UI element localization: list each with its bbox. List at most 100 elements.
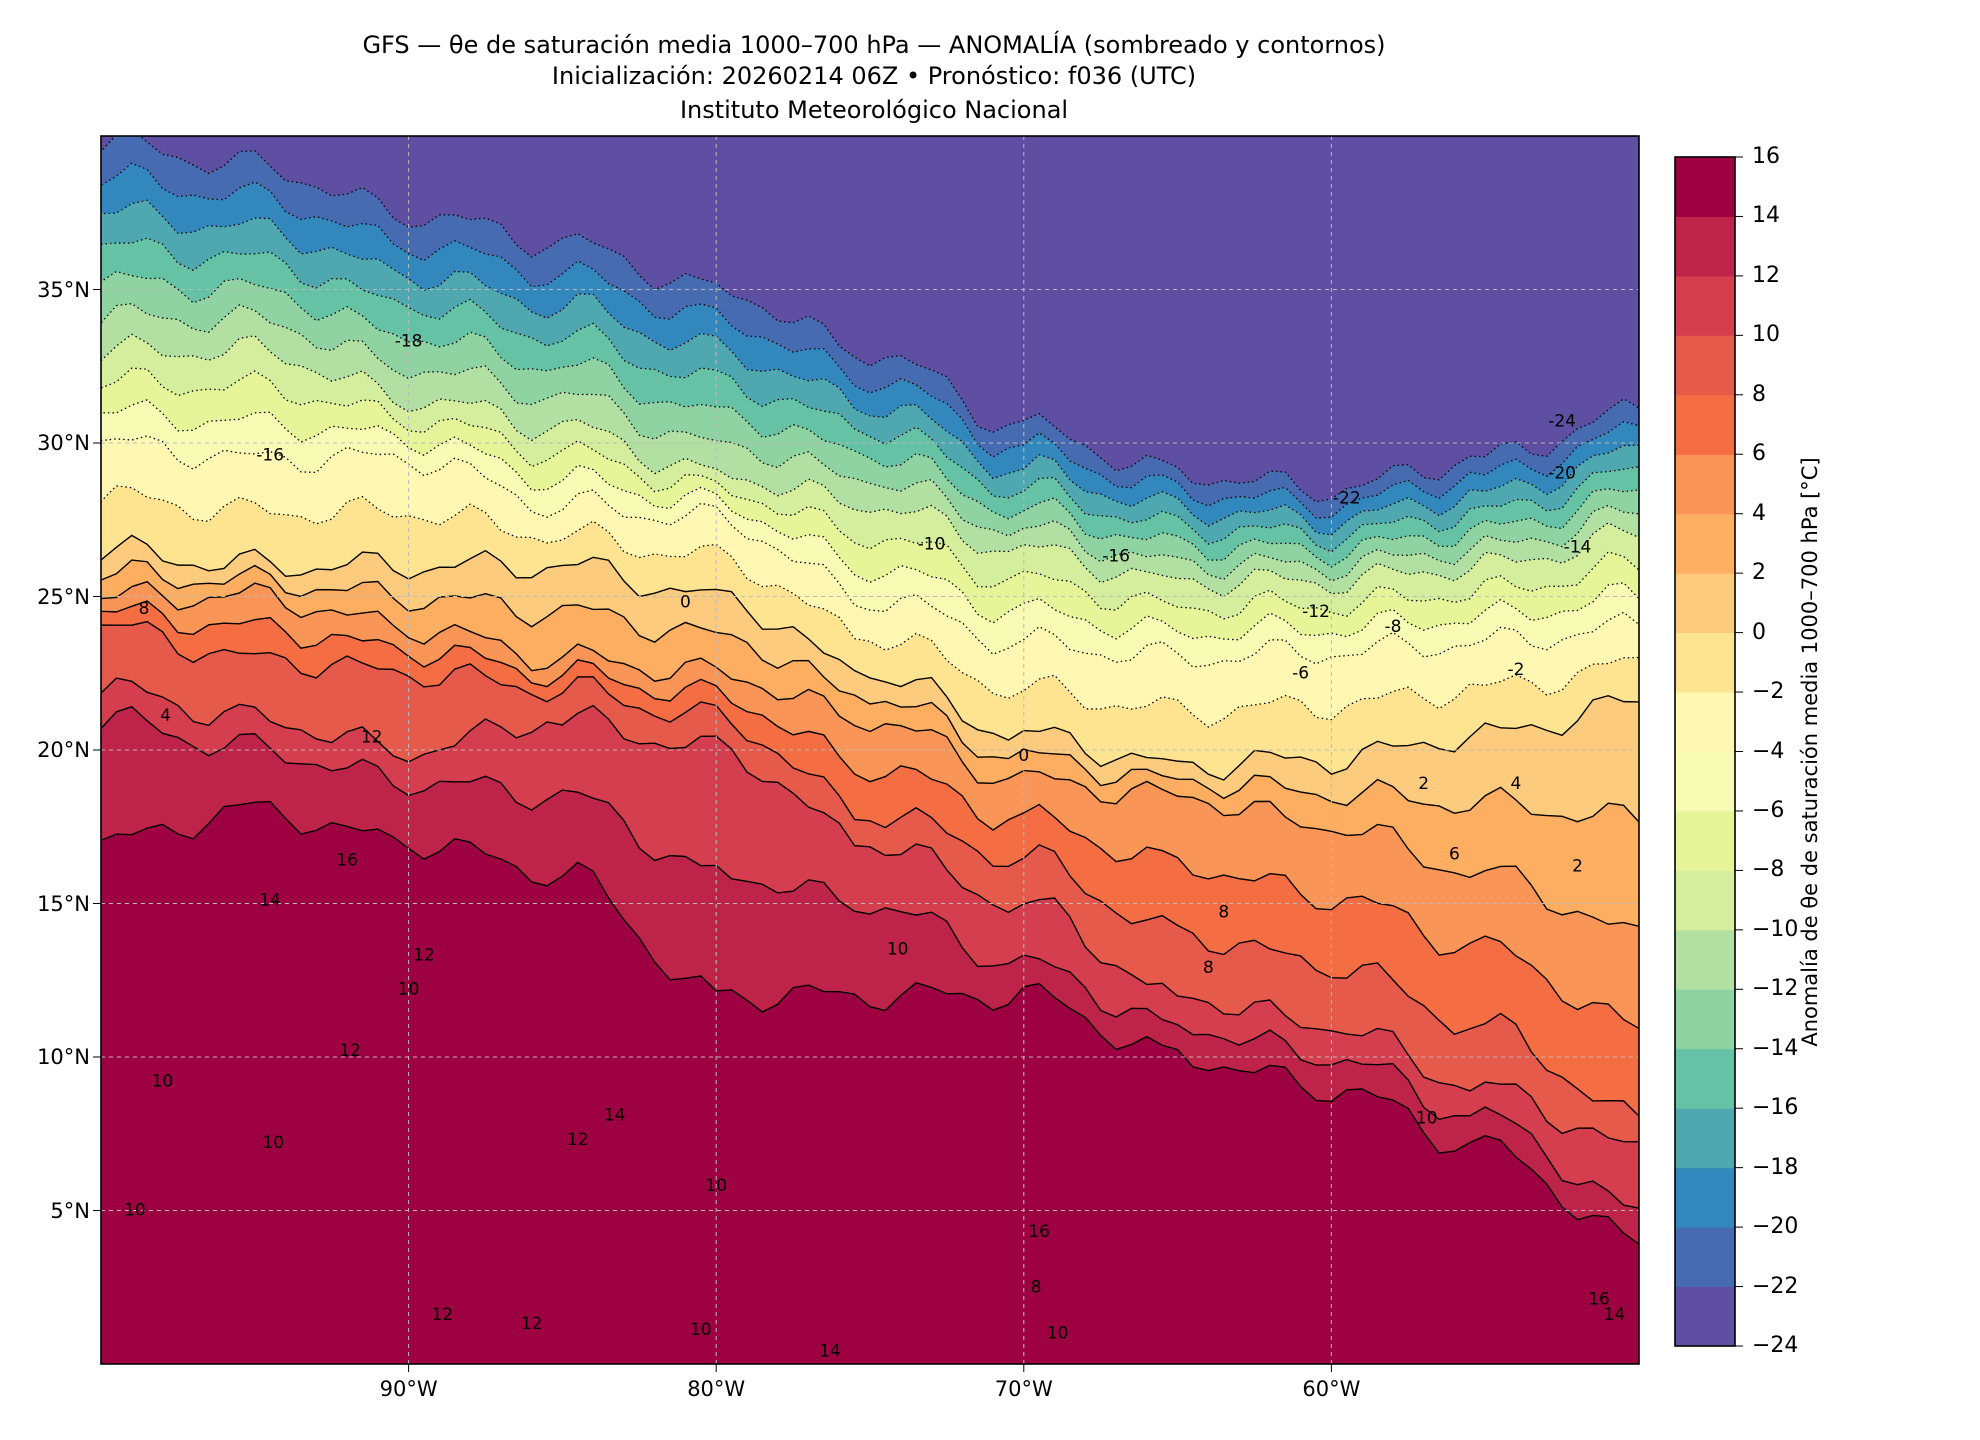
colorbar-swatch — [1675, 216, 1735, 277]
y-tick-label: 20°N — [37, 738, 90, 762]
contour-label: 14 — [604, 1105, 626, 1125]
colorbar-tick-label: −20 — [1752, 1214, 1799, 1240]
contour-label: 0 — [1018, 746, 1029, 766]
colorbar-tick-label: −24 — [1752, 1333, 1799, 1358]
colorbar-swatch — [1675, 1227, 1735, 1288]
contour-label: 8 — [139, 599, 150, 619]
colorbar-swatch — [1675, 513, 1735, 574]
contour-label: 16 — [1588, 1290, 1610, 1310]
contour-12 — [101, 705, 1639, 1209]
contour-10 — [101, 677, 1639, 1143]
colorbar-swatch — [1675, 929, 1735, 990]
contour-label: 16 — [336, 851, 358, 871]
colorbar-swatch — [1675, 1286, 1735, 1347]
contour--10 — [101, 333, 1639, 598]
contour-label: -6 — [1292, 663, 1309, 683]
x-tick-label: 80°W — [687, 1377, 746, 1401]
colorbar-swatch — [1675, 335, 1735, 396]
contour-label: -16 — [256, 445, 284, 465]
colorbar-tick-label: −16 — [1752, 1095, 1799, 1121]
x-tick-label: 60°W — [1302, 1377, 1361, 1401]
colorbar-swatch — [1675, 870, 1735, 931]
contour-label: 10 — [262, 1133, 284, 1153]
field-level-14 — [101, 801, 1639, 1364]
colorbar-swatch — [1675, 1048, 1735, 1109]
contour--16 — [101, 237, 1639, 553]
contour-label: 10 — [398, 979, 420, 999]
colorbar-swatch — [1675, 989, 1735, 1050]
contour-label: 12 — [339, 1041, 361, 1061]
contour-label: 8 — [1031, 1277, 1042, 1297]
contour-label: 16 — [1028, 1222, 1050, 1242]
y-tick-label: 10°N — [37, 1045, 90, 1069]
contour-label: -8 — [1384, 617, 1401, 637]
colorbar-swatch — [1675, 157, 1735, 217]
contour-14 — [101, 800, 1639, 1245]
contour-2 — [101, 559, 1639, 823]
contour-label: -2 — [1507, 660, 1524, 680]
colorbar-tick-label: −8 — [1752, 857, 1785, 883]
contour-label: 10 — [887, 940, 909, 960]
contour-label: 14 — [259, 890, 281, 910]
contour-label: -10 — [918, 534, 946, 554]
colorbar-swatch — [1675, 632, 1735, 693]
contour-label: 12 — [432, 1305, 454, 1325]
contour-0 — [101, 534, 1639, 781]
colorbar-swatch — [1675, 1167, 1735, 1228]
colorbar-swatch — [1675, 454, 1735, 515]
contour-label: 8 — [1203, 958, 1214, 978]
contour-label: 4 — [1511, 774, 1522, 794]
contour-label: 10 — [690, 1320, 712, 1340]
colorbar-tick-label: 0 — [1752, 619, 1766, 645]
x-tick-label: 90°W — [379, 1377, 438, 1401]
contour-lines — [101, 136, 1639, 1245]
colorbar-tick-label: 4 — [1752, 500, 1766, 526]
contour--12 — [101, 302, 1639, 582]
y-tick-label: 15°N — [37, 891, 90, 916]
gridlines — [101, 136, 1639, 1364]
contour-labels: -18 -24 -22 -20 -16 -14 -12 -10 -8 -6 -2 -16 0 0 2 4 2 6 8… — [124, 332, 1625, 1362]
colorbar-swatch — [1675, 573, 1735, 634]
colorbar-tick-label: −10 — [1752, 916, 1799, 942]
contour-label: 6 — [1449, 844, 1460, 864]
colorbar-swatch — [1675, 275, 1735, 336]
contour-label: -24 — [1548, 412, 1576, 432]
contour--2 — [101, 485, 1639, 728]
colorbar-tick-label: 8 — [1752, 381, 1766, 407]
contour-8 — [101, 620, 1639, 1118]
contour-label: -12 — [1302, 602, 1330, 622]
contour-label: 10 — [152, 1072, 174, 1092]
colorbar-tick-label: −14 — [1752, 1035, 1799, 1061]
shaded-field — [101, 136, 1639, 1364]
contour-label: -20 — [1548, 464, 1576, 484]
contour--18 — [101, 199, 1639, 536]
chart-title: GFS — θe de saturación media 1000–700 hP… — [362, 31, 1386, 59]
x-tick-label: 70°W — [994, 1377, 1053, 1401]
contour-label: -22 — [1333, 488, 1361, 508]
colorbar-tick-label: −12 — [1752, 976, 1799, 1002]
contour-label: 0 — [680, 593, 691, 613]
axis-ticks — [93, 289, 1332, 1372]
contour-label: 14 — [819, 1342, 841, 1362]
chart-subtitle-institute: Instituto Meteorológico Nacional — [679, 96, 1069, 124]
colorbar — [1674, 156, 1743, 1347]
contour-label: -16 — [1102, 547, 1130, 567]
contour-label: 12 — [567, 1130, 589, 1150]
colorbar-tick-label: −6 — [1752, 797, 1785, 823]
colorbar-tick-label: −18 — [1752, 1154, 1799, 1180]
contour-6 — [101, 600, 1639, 1030]
y-tick-label: 5°N — [50, 1198, 90, 1223]
contour-label: 12 — [361, 728, 383, 748]
contour-label: -14 — [1564, 537, 1592, 557]
y-tick-label: 35°N — [37, 277, 90, 302]
colorbar-tick-label: −22 — [1752, 1273, 1799, 1299]
colorbar-tick-label: 2 — [1752, 560, 1766, 586]
colorbar-tick-label: 14 — [1752, 203, 1780, 229]
colorbar-tick-label: 10 — [1752, 322, 1780, 348]
y-tick-label: 25°N — [37, 584, 90, 609]
y-tick-label: 30°N — [37, 431, 90, 455]
contour-label: 12 — [521, 1314, 543, 1334]
contour-label: -18 — [395, 332, 423, 352]
colorbar-label: Anomalía de θe de saturación media 1000–… — [1798, 457, 1822, 1047]
